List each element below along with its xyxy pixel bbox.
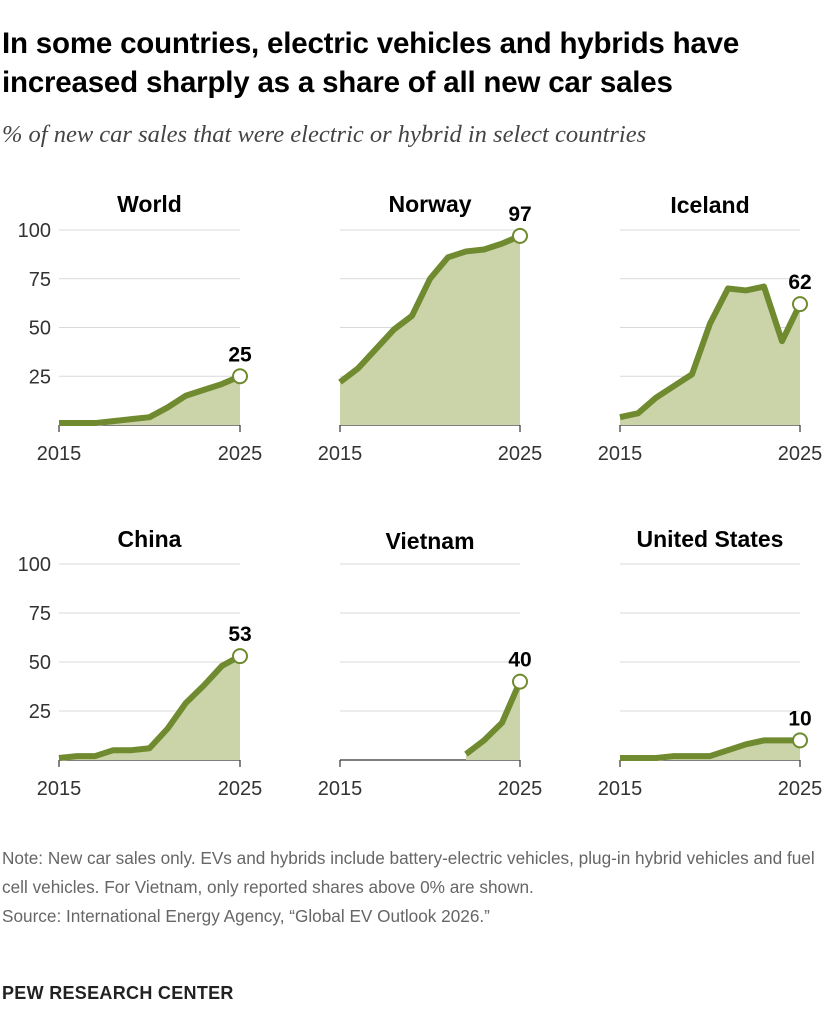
series-line [59,373,242,427]
y-tick-label: 75 [29,269,51,291]
panel-title: United States [637,526,784,552]
x-tick-label: 2025 [218,443,263,465]
series-area [340,235,520,425]
end-marker [232,648,248,665]
panel-title: World [117,191,182,217]
x-tick-label: 2015 [37,778,82,800]
x-tick-label: 2025 [498,778,543,800]
series-area [59,376,240,425]
y-tick-label: 50 [29,652,51,674]
y-tick-label: 100 [18,554,51,576]
series-line [619,283,803,421]
data-label: 62 [788,271,811,294]
data-label: 10 [788,707,811,730]
data-label: 40 [508,649,531,672]
x-tick-label: 2025 [498,443,543,465]
end-marker [232,368,248,385]
note-text: Note: New car sales only. EVs and hybrid… [2,848,815,897]
y-tick-label: 100 [18,220,51,242]
source-text: Source: International Energy Agency, “Gl… [2,906,490,926]
y-tick-label: 25 [29,701,51,723]
panel-title: Vietnam [385,528,474,554]
end-marker [512,673,528,690]
end-marker [512,227,528,244]
series-line [58,653,242,762]
x-tick-label: 2015 [37,443,82,465]
end-marker [792,732,808,749]
panel-title: Iceland [670,192,749,218]
series-area [466,681,520,760]
panel-title: Norway [388,191,471,217]
end-marker [792,296,808,313]
chart-title: In some countries, electric vehicles and… [2,27,740,99]
x-tick-label: 2015 [598,778,643,800]
y-tick-label: 75 [29,603,51,625]
series-line [464,680,523,757]
y-tick-label: 25 [29,366,51,388]
x-tick-label: 2025 [218,778,263,800]
x-tick-label: 2015 [318,778,363,800]
panel-title: China [118,526,182,552]
data-label: 97 [508,203,531,226]
series-area [620,286,800,425]
x-tick-label: 2015 [318,443,363,465]
series-line [620,737,800,762]
series-line [338,233,522,385]
data-label: 53 [228,623,251,646]
x-tick-label: 2015 [598,443,643,465]
series-area [59,656,240,760]
footnotes: Note: New car sales only. EVs and hybrid… [2,844,832,931]
x-tick-label: 2025 [778,778,823,800]
brand-logo-text: PEW RESEARCH CENTER [2,983,234,1003]
small-multiples-chart: 25 50 75 100 2015 2025 25 World 2015 2025 97 Norway… [18,191,823,800]
data-label: 25 [228,343,252,366]
y-tick-label: 50 [29,318,51,340]
chart-subtitle: % of new car sales that were electric or… [2,121,647,148]
x-tick-label: 2025 [778,443,823,465]
